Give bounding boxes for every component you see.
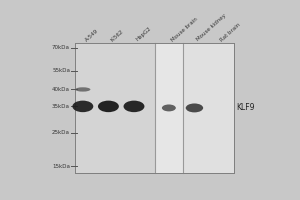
Text: 70kDa: 70kDa [52, 45, 70, 50]
Ellipse shape [72, 101, 93, 112]
Bar [75, 43, 234, 173]
Text: 25kDa: 25kDa [52, 130, 70, 135]
Ellipse shape [162, 104, 176, 111]
Text: K-562: K-562 [110, 28, 124, 42]
Text: Rat brain: Rat brain [219, 22, 241, 42]
Text: A-549: A-549 [84, 28, 99, 42]
Text: HepG2: HepG2 [135, 26, 152, 42]
Bar [155, 43, 183, 173]
Ellipse shape [98, 101, 119, 112]
Text: 35kDa: 35kDa [52, 104, 70, 109]
Text: 15kDa: 15kDa [52, 164, 70, 169]
Ellipse shape [186, 103, 203, 112]
Ellipse shape [124, 101, 145, 112]
Text: KLF9: KLF9 [236, 103, 255, 112]
Text: 55kDa: 55kDa [52, 68, 70, 73]
Text: Mouse brain: Mouse brain [170, 16, 199, 42]
Text: Mouse kidney: Mouse kidney [196, 13, 227, 42]
Text: 40kDa: 40kDa [52, 87, 70, 92]
Bar [75, 43, 155, 173]
Ellipse shape [75, 87, 90, 92]
Bar [183, 43, 234, 173]
